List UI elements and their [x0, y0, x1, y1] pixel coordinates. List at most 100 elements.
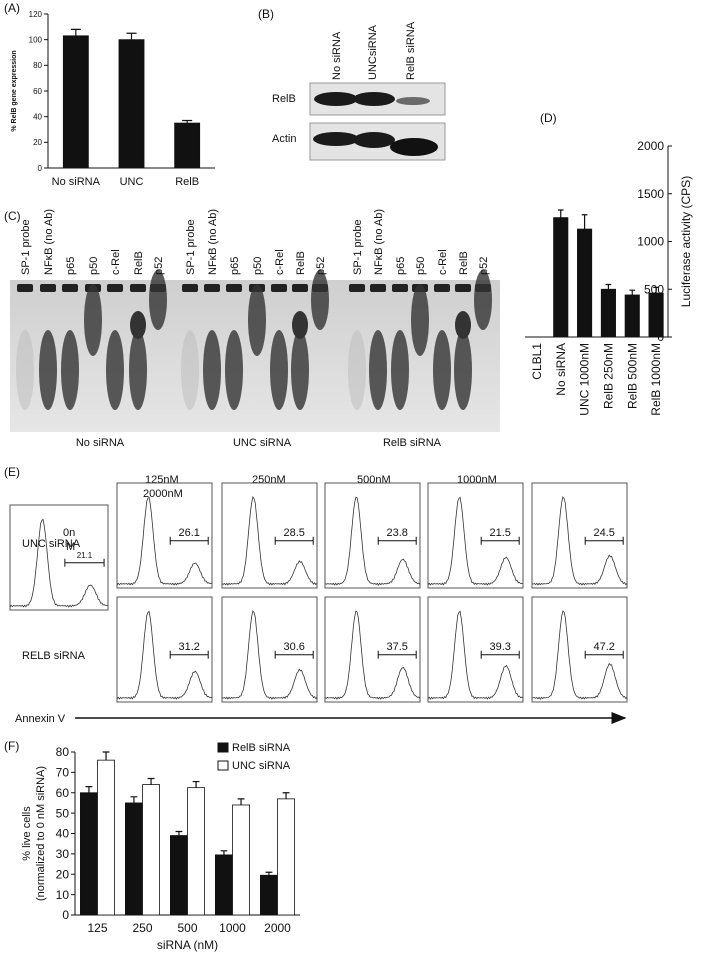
lane-top	[17, 284, 33, 292]
lane-label: RelB siRNA	[405, 21, 417, 80]
gate	[169, 650, 209, 659]
gate-value: 24.5	[593, 527, 614, 539]
column-label: 1000nM	[457, 474, 497, 486]
row-label: RELB siRNA	[22, 650, 86, 662]
histogram	[532, 610, 628, 700]
panel-label: (D)	[540, 111, 557, 125]
plot-box	[221, 596, 318, 703]
y-tick-label: 0	[62, 908, 69, 922]
lane-label: p52	[478, 257, 490, 275]
x-tick-label: No siRNA	[52, 176, 101, 188]
lane-label: p52	[315, 257, 327, 275]
plot-box	[324, 596, 421, 703]
error-bar	[182, 119, 193, 124]
band	[314, 92, 358, 106]
error-bar	[557, 209, 564, 218]
lane-top	[62, 284, 78, 292]
gate-value: 47.2	[593, 641, 614, 653]
lane-label: p50	[415, 257, 427, 275]
lane-smear	[391, 330, 409, 410]
legend-swatch	[217, 760, 229, 771]
lane-label: SP-1 probe	[185, 219, 197, 275]
lane-smear	[149, 270, 167, 330]
bar	[169, 835, 188, 916]
gate	[480, 650, 520, 659]
gate-value: 21.5	[489, 527, 510, 539]
error-bar	[629, 289, 636, 295]
error-bar	[85, 786, 93, 793]
x-tick-label: RelB 250nM	[601, 343, 615, 409]
lane-top	[226, 284, 242, 292]
x-tick-label: 125	[87, 921, 107, 935]
histogram	[324, 610, 421, 700]
plot-box	[9, 504, 109, 611]
column-label: 125nM	[145, 474, 179, 486]
gate	[274, 536, 314, 545]
plot-box	[116, 596, 213, 703]
error-bar	[175, 830, 183, 836]
histogram	[531, 496, 628, 586]
y-tick-label: 30	[56, 847, 70, 861]
lane-smear	[311, 270, 329, 330]
lane-top	[292, 284, 308, 292]
lane-label: SP-1 probe	[20, 219, 32, 275]
error-bar	[147, 777, 155, 785]
row-label: Actin	[272, 133, 296, 145]
lane-label: p65	[395, 257, 407, 275]
y-tick-label: 40	[56, 827, 70, 841]
histogram	[427, 496, 524, 586]
lane-smear	[248, 284, 266, 356]
bar	[624, 294, 640, 338]
bar	[259, 874, 278, 916]
plot-box	[531, 482, 628, 589]
panel-label: (C)	[4, 209, 21, 223]
x-tick-label: UNC 1000nM	[578, 343, 592, 416]
y-tick-label: 60	[56, 786, 70, 800]
lane-label: RelB	[133, 251, 145, 275]
lane-band	[130, 311, 146, 339]
gate	[64, 558, 105, 567]
gate	[377, 536, 417, 545]
y-tick-label: 20	[33, 138, 42, 147]
error-bar	[102, 751, 110, 761]
histogram	[116, 610, 213, 700]
plot-box	[221, 482, 318, 589]
plot-box	[427, 482, 524, 589]
y-tick-label: 100	[29, 35, 43, 44]
lane-smear	[106, 330, 124, 410]
lane-smear	[39, 330, 57, 410]
lane-label: p65	[65, 257, 77, 275]
legend-label: UNC siRNA	[232, 760, 291, 772]
lane-smear	[270, 330, 288, 410]
lane-label: UNCsiRNA	[367, 24, 379, 80]
lane-label: NFκB (no Ab)	[373, 209, 385, 275]
row-label: UNC siRNA	[22, 538, 81, 550]
histogram	[324, 496, 421, 586]
lane-band	[292, 311, 308, 339]
histogram	[116, 496, 213, 586]
x-tick-label: 1000	[219, 921, 246, 935]
lane-smear	[474, 270, 492, 330]
lane-smear	[61, 330, 79, 410]
legend-label: RelB siRNA	[232, 742, 291, 754]
x-axis-title: siRNA (nM)	[157, 938, 218, 952]
y-axis-title: (normalized to 0 nM siRNA)	[35, 766, 47, 901]
band	[353, 92, 395, 106]
lane-label: p50	[252, 257, 264, 275]
bar	[232, 804, 251, 916]
bar	[187, 787, 206, 916]
error-bar	[70, 28, 81, 36]
axis-label: Annexin V	[15, 713, 66, 725]
lane-label: NFκB (no Ab)	[207, 209, 219, 275]
lane-label: c-Rel	[437, 249, 449, 275]
bar	[600, 288, 616, 338]
error-bar	[130, 796, 138, 803]
lane-label: c-Rel	[274, 249, 286, 275]
x-tick-label: RelB 500nM	[625, 343, 639, 409]
x-tick-label: No siRNA	[554, 343, 568, 396]
x-tick-label: CLBL1	[530, 343, 544, 380]
bar	[577, 228, 593, 338]
lane-smear	[291, 330, 309, 410]
histogram	[221, 495, 318, 586]
